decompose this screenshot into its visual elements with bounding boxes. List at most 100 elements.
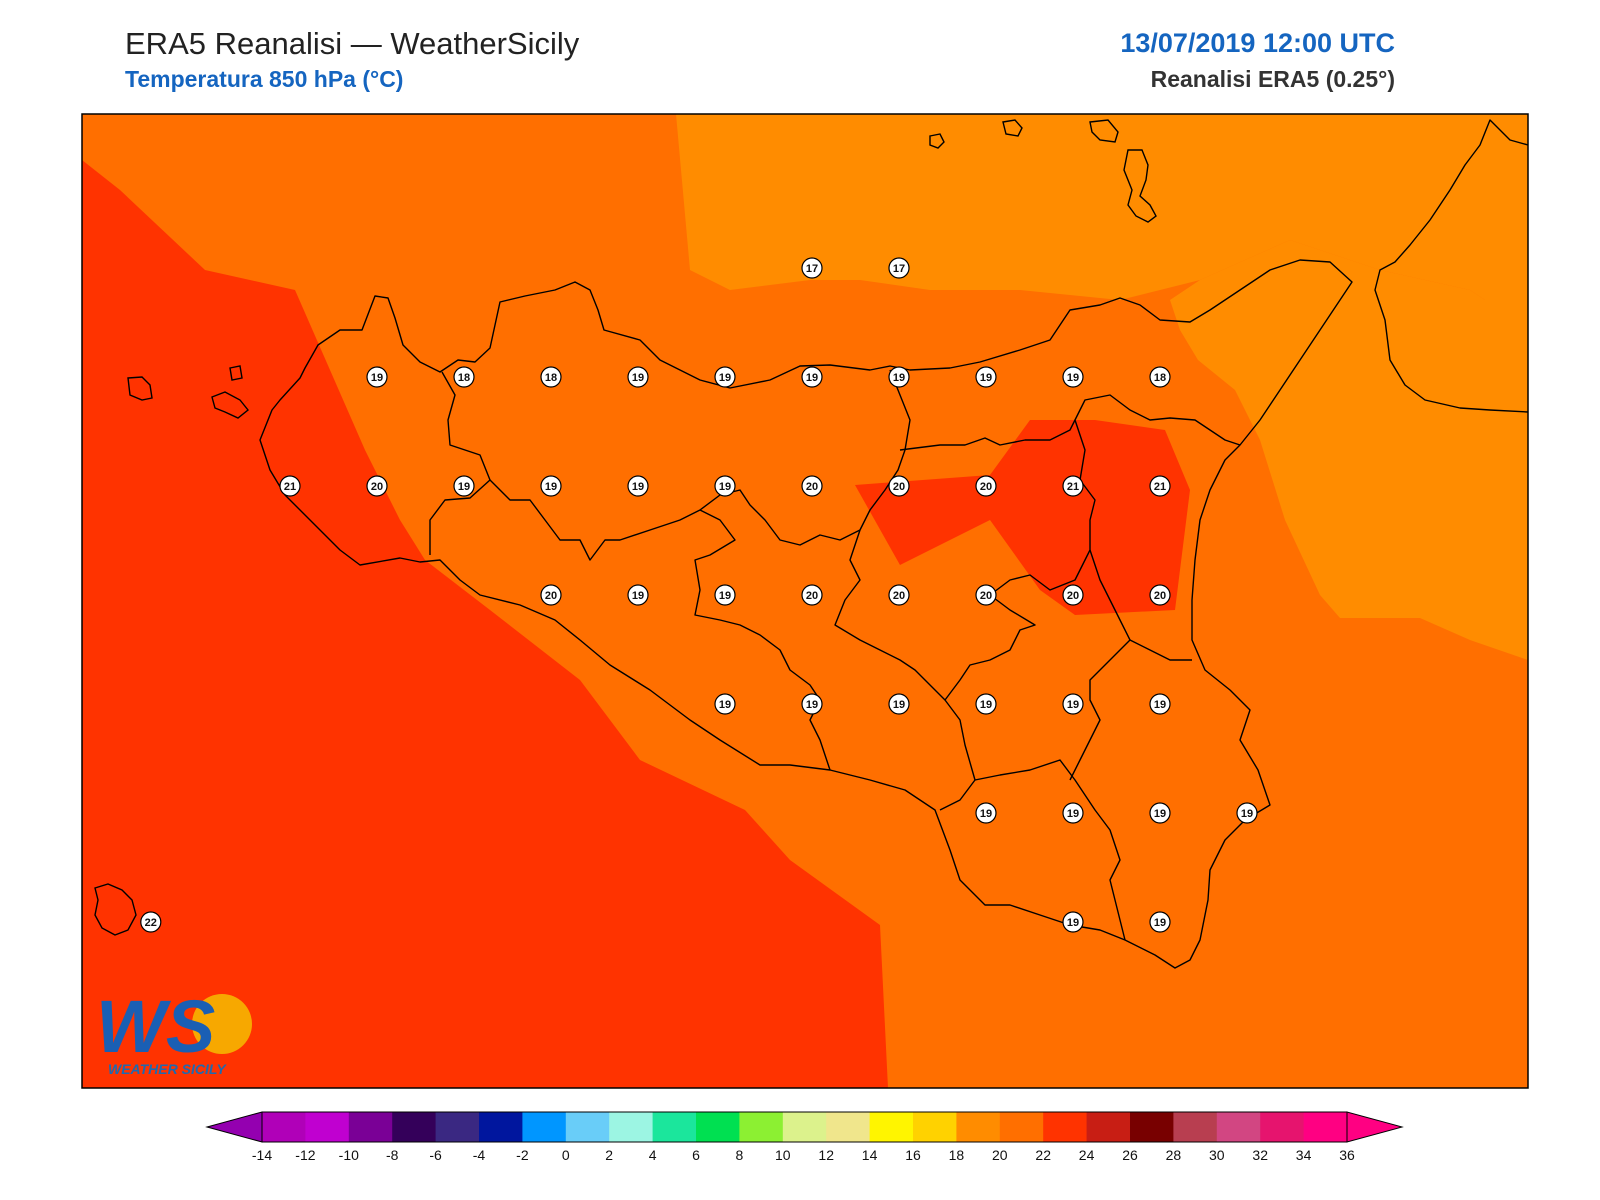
colorbar-tick-label: -14 [252, 1147, 272, 1163]
valid-datetime: 13/07/2019 12:00 UTC [1120, 28, 1395, 58]
colorbar-segment [1260, 1112, 1305, 1142]
colorbar-tick-label: -8 [386, 1147, 399, 1163]
colorbar-tick-label: 16 [905, 1147, 921, 1163]
map-frame [81, 113, 1529, 1089]
station-temperature: 20 [806, 590, 818, 602]
colorbar-segment [348, 1112, 393, 1142]
station-circle [714, 475, 736, 497]
colorbar-segment [609, 1112, 654, 1142]
colorbar-overflow [1346, 1111, 1404, 1143]
temp-band-16-18-north [676, 114, 1528, 300]
station-circle [1062, 911, 1084, 933]
station-temperature: 17 [893, 263, 905, 275]
station-marker: 19 [975, 693, 997, 715]
station-marker: 20 [801, 584, 823, 606]
station-marker: 18 [453, 366, 475, 388]
colorbar-tick-label: 36 [1339, 1147, 1355, 1163]
colorbar-tick-label: 26 [1122, 1147, 1138, 1163]
colorbar-tick-label: 8 [736, 1147, 744, 1163]
station-temperature: 19 [980, 372, 992, 384]
colorbar-segment [913, 1112, 957, 1142]
station-circle [1149, 366, 1171, 388]
station-marker: 18 [1149, 366, 1171, 388]
island-marettimo [127, 376, 153, 401]
colorbar-frame [261, 1111, 1348, 1143]
station-circle [1149, 693, 1171, 715]
station-temperature: 20 [980, 481, 992, 493]
station-temperature: 19 [719, 481, 731, 493]
station-circle [1149, 475, 1171, 497]
station-circle [888, 366, 910, 388]
colorbar-tick-label: 10 [775, 1147, 791, 1163]
station-circle [627, 475, 649, 497]
station-marker: 20 [366, 475, 388, 497]
station-marker: 19 [627, 584, 649, 606]
station-temperature: 19 [458, 481, 470, 493]
station-temperature: 19 [1067, 372, 1079, 384]
station-marker: 20 [975, 584, 997, 606]
station-marker: 19 [627, 475, 649, 497]
station-temperature: 19 [719, 699, 731, 711]
station-marker: 19 [801, 366, 823, 388]
station-circle [888, 693, 910, 715]
colorbar-segment [565, 1112, 610, 1142]
colorbar-segment [739, 1112, 784, 1142]
island-levanzo [229, 365, 243, 381]
station-temperature: 19 [371, 372, 383, 384]
station-marker: 19 [1149, 693, 1171, 715]
station-temperature: 20 [893, 481, 905, 493]
colorbar-segment [999, 1112, 1044, 1142]
station-marker: 20 [888, 475, 910, 497]
logo-caption: WEATHER SICILY [108, 1061, 227, 1077]
colorbar-tick-label: 0 [562, 1147, 570, 1163]
station-temperature: 19 [1154, 808, 1166, 820]
station-temperature: 20 [1067, 590, 1079, 602]
colorbar-segment [826, 1112, 871, 1142]
colorbar-tick-label: -4 [473, 1147, 486, 1163]
station-marker: 19 [1062, 366, 1084, 388]
colorbar-tick-label: 4 [649, 1147, 657, 1163]
station-marker: 17 [888, 257, 910, 279]
colorbar-segment [522, 1112, 567, 1142]
colorbar-tick-label: -2 [516, 1147, 529, 1163]
station-temperature: 19 [806, 372, 818, 384]
station-temperature: 19 [980, 808, 992, 820]
station-temperature: 19 [893, 372, 905, 384]
map-title: ERA5 Reanalisi — WeatherSicily [125, 26, 580, 61]
station-circle [1149, 802, 1171, 824]
station-temperature: 19 [1154, 917, 1166, 929]
station-temperature: 20 [893, 590, 905, 602]
station-circle [714, 366, 736, 388]
colorbar-segment [1303, 1112, 1348, 1142]
station-circle [453, 475, 475, 497]
colorbar-segment [1130, 1112, 1174, 1142]
station-temperature: 19 [632, 590, 644, 602]
station-markers: 17 17 19 18 18 19 19 19 19 19 19 18 21 20 19 19 19 19 20 20… [140, 257, 1258, 933]
station-temperature: 20 [545, 590, 557, 602]
station-circle [627, 584, 649, 606]
colorbar-segment [305, 1112, 350, 1142]
station-circle [540, 366, 562, 388]
station-temperature: 21 [1067, 481, 1079, 493]
station-temperature: 18 [458, 372, 470, 384]
weathersicily-logo: WS WEATHER SICILY [96, 985, 252, 1077]
station-marker: 19 [714, 475, 736, 497]
station-circle [1062, 802, 1084, 824]
station-temperature: 19 [1241, 808, 1253, 820]
station-circle [1062, 366, 1084, 388]
station-circle [540, 475, 562, 497]
station-marker: 20 [1149, 584, 1171, 606]
station-temperature: 18 [545, 372, 557, 384]
station-temperature: 20 [980, 590, 992, 602]
station-circle [1236, 802, 1258, 824]
station-temperature: 19 [806, 699, 818, 711]
station-marker: 19 [975, 366, 997, 388]
station-temperature: 20 [1154, 590, 1166, 602]
station-circle [888, 475, 910, 497]
station-circle [140, 911, 162, 933]
station-circle [1062, 693, 1084, 715]
colorbar-tick-label: -12 [295, 1147, 315, 1163]
station-marker: 20 [888, 584, 910, 606]
station-marker: 19 [1062, 911, 1084, 933]
